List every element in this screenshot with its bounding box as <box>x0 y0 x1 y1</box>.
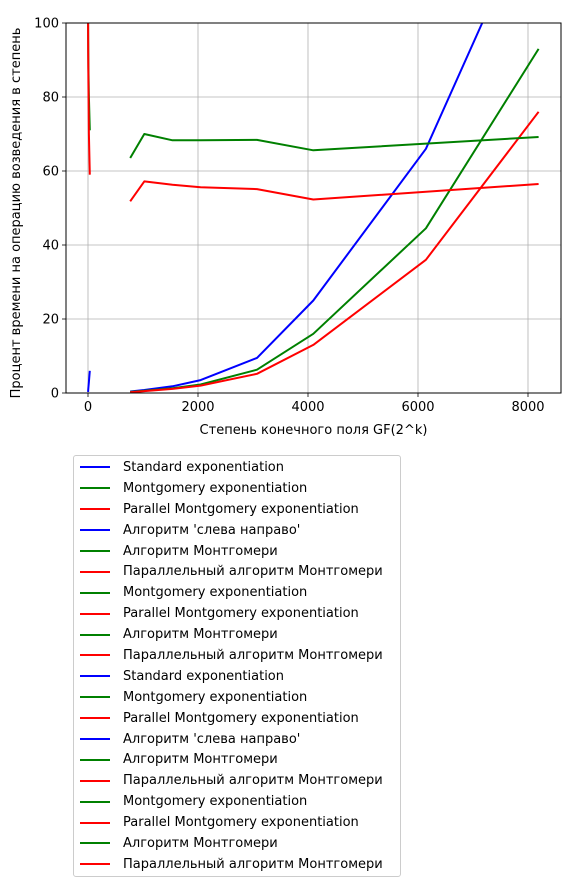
legend-label: Алгоритм Монтгомери <box>123 543 278 559</box>
legend-swatch <box>80 591 110 594</box>
legend-swatch <box>80 633 110 636</box>
legend-label: Алгоритм Монтгомери <box>123 752 278 768</box>
legend-entry: Параллельный алгоритм Монтгомери <box>74 854 400 875</box>
legend-label: Montgomery exponentiation <box>123 689 308 705</box>
legend-swatch <box>80 758 110 761</box>
plot-frame <box>65 22 562 394</box>
y-tick-label: 100 <box>34 17 59 32</box>
legend-label: Алгоритм Монтгомери <box>123 835 278 851</box>
x-tick-label: 2000 <box>181 400 214 415</box>
legend-swatch <box>80 466 110 469</box>
x-axis-label: Степень конечного поля GF(2^k) <box>200 423 428 438</box>
legend-swatch <box>80 570 110 573</box>
series-line <box>87 370 91 392</box>
x-tick-label: 0 <box>84 400 92 415</box>
legend-label: Алгоритм 'слева направо' <box>123 522 301 538</box>
legend-entry: Алгоритм Монтгомери <box>74 541 400 562</box>
legend-entry: Parallel Montgomery exponentiation <box>74 812 400 833</box>
legend-swatch <box>80 696 110 699</box>
legend-swatch <box>80 800 110 803</box>
y-tick-label: 20 <box>42 313 59 328</box>
legend-entry: Алгоритм 'слева направо' <box>74 729 400 750</box>
legend-swatch <box>80 738 110 741</box>
legend-swatch <box>80 675 110 678</box>
chart-legend: Standard exponentiation Montgomery expone… <box>73 455 401 877</box>
x-tick-label: 4000 <box>291 400 324 415</box>
legend-entry: Алгоритм 'слева направо' <box>74 520 400 541</box>
legend-entry: Parallel Montgomery exponentiation <box>74 499 400 520</box>
series-lines <box>87 23 540 393</box>
legend-entry: Алгоритм Монтгомери <box>74 624 400 645</box>
legend-swatch <box>80 508 110 511</box>
legend-swatch <box>80 779 110 782</box>
line-chart: 0 2000 4000 6000 8000 0 20 40 60 80 100 Степень ко… <box>9 17 562 438</box>
y-tick-label: 40 <box>42 239 59 254</box>
y-tick-label: 0 <box>51 387 59 402</box>
legend-entry: Параллельный алгоритм Монтгомери <box>74 770 400 791</box>
legend-entry: Параллельный алгоритм Монтгомери <box>74 561 400 582</box>
x-tick-label: 8000 <box>511 400 544 415</box>
series-line <box>129 180 539 202</box>
series-line <box>87 23 91 175</box>
legend-entry: Montgomery exponentiation <box>74 791 400 812</box>
legend-label: Параллельный алгоритм Монтгомери <box>123 856 383 872</box>
legend-label: Standard exponentiation <box>123 668 284 684</box>
legend-swatch <box>80 529 110 532</box>
legend-label: Montgomery exponentiation <box>123 794 308 810</box>
legend-entry: Standard exponentiation <box>74 666 400 687</box>
legend-entry: Montgomery exponentiation <box>74 687 400 708</box>
legend-swatch <box>80 717 110 720</box>
legend-entry: Standard exponentiation <box>74 457 400 478</box>
legend-swatch <box>80 550 110 552</box>
grid-lines <box>66 22 561 394</box>
legend-label: Алгоритм Монтгомери <box>123 627 278 643</box>
legend-entry: Parallel Montgomery exponentiation <box>74 708 400 729</box>
legend-swatch <box>80 863 110 866</box>
legend-label: Parallel Montgomery exponentiation <box>123 501 359 517</box>
legend-label: Параллельный алгоритм Монтгомери <box>123 773 383 789</box>
legend-entry: Parallel Montgomery exponentiation <box>74 603 400 624</box>
legend-swatch <box>80 654 110 657</box>
legend-entry: Алгоритм Монтгомери <box>74 833 400 854</box>
legend-entry: Алгоритм Монтгомери <box>74 749 400 770</box>
legend-entry: Montgomery exponentiation <box>74 478 400 499</box>
legend-swatch <box>80 612 110 615</box>
legend-label: Montgomery exponentiation <box>123 480 308 496</box>
legend-label: Параллельный алгоритм Монтгомери <box>123 647 383 663</box>
axis-ticks: 0 2000 4000 6000 8000 0 20 40 60 80 100 <box>34 17 544 416</box>
legend-label: Алгоритм 'слева направо' <box>123 731 301 747</box>
legend-label: Montgomery exponentiation <box>123 585 308 601</box>
series-line <box>130 111 540 393</box>
legend-label: Parallel Montgomery exponentiation <box>123 710 359 726</box>
legend-label: Parallel Montgomery exponentiation <box>123 606 359 622</box>
series-line <box>130 23 484 393</box>
series-line <box>130 48 540 393</box>
series-line <box>129 133 539 159</box>
legend-swatch <box>80 821 110 824</box>
legend-label: Standard exponentiation <box>123 459 284 475</box>
x-tick-label: 6000 <box>401 400 434 415</box>
legend-label: Параллельный алгоритм Монтгомери <box>123 564 383 580</box>
legend-swatch <box>80 487 110 490</box>
legend-swatch <box>80 842 110 845</box>
legend-label: Parallel Montgomery exponentiation <box>123 815 359 831</box>
legend-entry: Montgomery exponentiation <box>74 582 400 603</box>
y-tick-label: 80 <box>42 91 59 106</box>
y-axis-label: Процент времени на операцию возведения в… <box>9 28 24 399</box>
legend-entry: Параллельный алгоритм Монтгомери <box>74 645 400 666</box>
y-tick-label: 60 <box>42 165 59 180</box>
